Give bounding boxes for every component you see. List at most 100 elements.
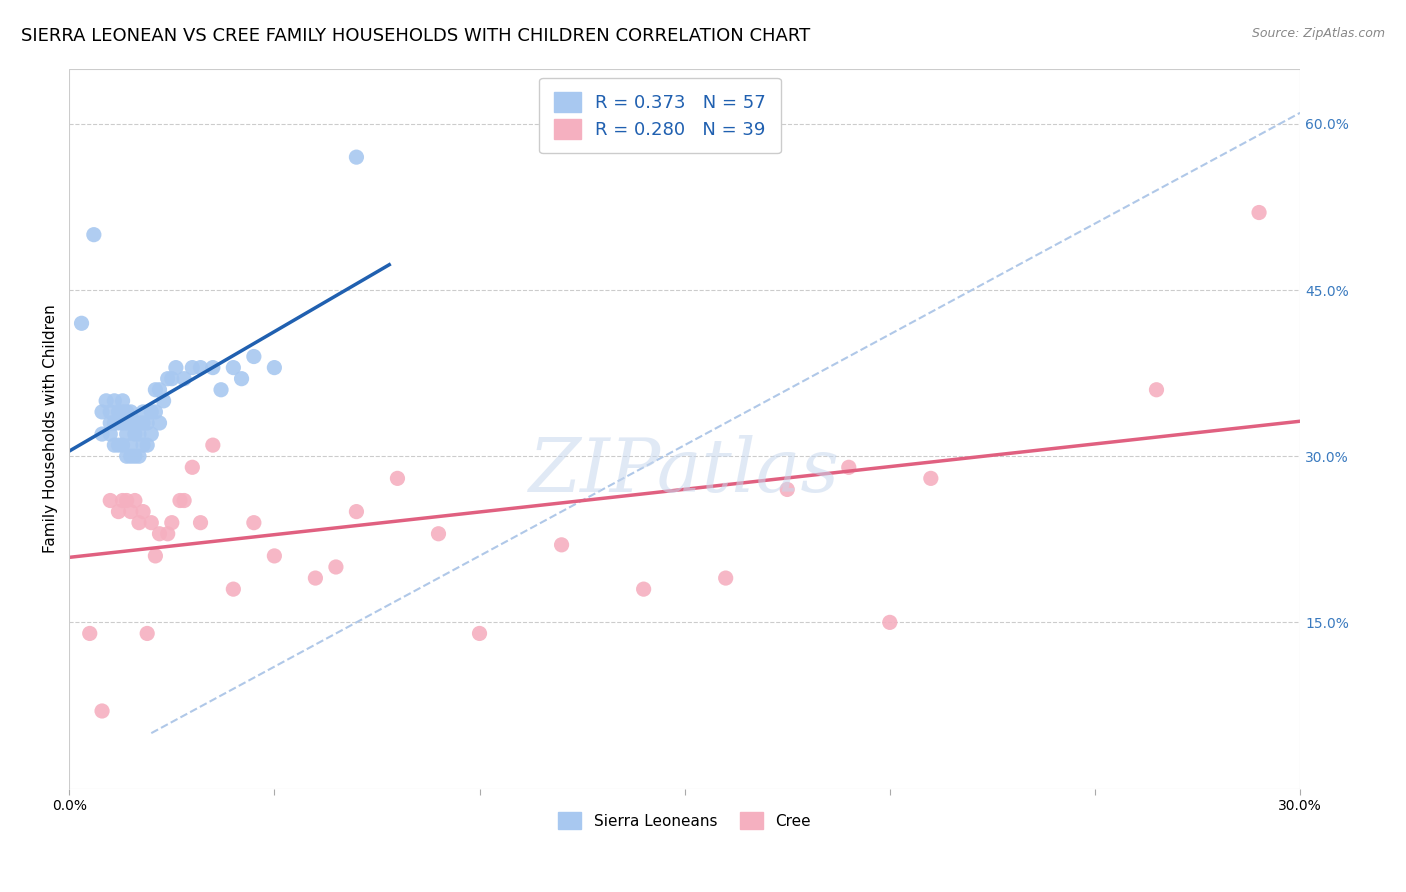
Point bbox=[145, 405, 167, 419]
Point bbox=[165, 360, 187, 375]
Point bbox=[96, 393, 118, 408]
Legend: Sierra Leoneans, Cree: Sierra Leoneans, Cree bbox=[553, 806, 817, 835]
Point bbox=[107, 405, 129, 419]
Point bbox=[222, 582, 245, 596]
Point bbox=[160, 516, 183, 530]
Point bbox=[111, 493, 134, 508]
Point bbox=[111, 393, 134, 408]
Point bbox=[222, 360, 245, 375]
Point bbox=[132, 416, 155, 430]
Point bbox=[128, 516, 150, 530]
Point bbox=[111, 405, 134, 419]
Point bbox=[136, 626, 159, 640]
Point bbox=[346, 150, 368, 164]
Point bbox=[124, 493, 146, 508]
Point bbox=[98, 493, 121, 508]
Point bbox=[103, 393, 125, 408]
Point bbox=[132, 405, 155, 419]
Point bbox=[156, 372, 179, 386]
Point bbox=[70, 316, 93, 330]
Point bbox=[387, 471, 409, 485]
Point bbox=[120, 438, 142, 452]
Point bbox=[325, 560, 347, 574]
Point bbox=[633, 582, 655, 596]
Point bbox=[468, 626, 491, 640]
Point bbox=[346, 505, 368, 519]
Point bbox=[141, 427, 163, 442]
Point bbox=[190, 516, 212, 530]
Point bbox=[920, 471, 942, 485]
Point bbox=[115, 427, 138, 442]
Point bbox=[714, 571, 737, 585]
Point bbox=[128, 449, 150, 463]
Point bbox=[145, 549, 167, 563]
Point bbox=[120, 416, 142, 430]
Point bbox=[124, 427, 146, 442]
Text: ZIPatlas: ZIPatlas bbox=[529, 435, 841, 508]
Point bbox=[124, 416, 146, 430]
Point bbox=[115, 449, 138, 463]
Point bbox=[120, 405, 142, 419]
Point bbox=[550, 538, 572, 552]
Point bbox=[427, 526, 450, 541]
Point bbox=[107, 505, 129, 519]
Point bbox=[98, 405, 121, 419]
Point bbox=[132, 438, 155, 452]
Point bbox=[776, 483, 799, 497]
Point bbox=[145, 383, 167, 397]
Point bbox=[111, 416, 134, 430]
Point bbox=[181, 360, 204, 375]
Point bbox=[132, 505, 155, 519]
Point bbox=[141, 516, 163, 530]
Point bbox=[115, 493, 138, 508]
Text: SIERRA LEONEAN VS CREE FAMILY HOUSEHOLDS WITH CHILDREN CORRELATION CHART: SIERRA LEONEAN VS CREE FAMILY HOUSEHOLDS… bbox=[21, 27, 810, 45]
Point bbox=[103, 416, 125, 430]
Point bbox=[169, 493, 191, 508]
Point bbox=[79, 626, 101, 640]
Point bbox=[263, 549, 285, 563]
Point bbox=[128, 427, 150, 442]
Point bbox=[98, 427, 121, 442]
Point bbox=[181, 460, 204, 475]
Point bbox=[103, 438, 125, 452]
Point bbox=[107, 438, 129, 452]
Point bbox=[148, 383, 170, 397]
Point bbox=[173, 493, 195, 508]
Point bbox=[156, 526, 179, 541]
Point bbox=[304, 571, 326, 585]
Point bbox=[173, 372, 195, 386]
Point bbox=[231, 372, 253, 386]
Point bbox=[98, 416, 121, 430]
Point bbox=[838, 460, 860, 475]
Text: Source: ZipAtlas.com: Source: ZipAtlas.com bbox=[1251, 27, 1385, 40]
Point bbox=[209, 383, 232, 397]
Point bbox=[128, 416, 150, 430]
Point bbox=[124, 449, 146, 463]
Point bbox=[190, 360, 212, 375]
Point bbox=[148, 526, 170, 541]
Point bbox=[1247, 205, 1270, 219]
Point bbox=[201, 360, 224, 375]
Point bbox=[120, 505, 142, 519]
Point bbox=[1146, 383, 1168, 397]
Point bbox=[243, 516, 266, 530]
Point bbox=[141, 405, 163, 419]
Point bbox=[201, 438, 224, 452]
Point bbox=[243, 350, 266, 364]
Point bbox=[136, 416, 159, 430]
Point bbox=[879, 615, 901, 630]
Point bbox=[136, 438, 159, 452]
Y-axis label: Family Households with Children: Family Households with Children bbox=[44, 304, 58, 553]
Point bbox=[148, 416, 170, 430]
Point bbox=[160, 372, 183, 386]
Point bbox=[91, 405, 114, 419]
Point bbox=[152, 393, 174, 408]
Point bbox=[107, 416, 129, 430]
Point bbox=[91, 427, 114, 442]
Point bbox=[115, 405, 138, 419]
Point bbox=[111, 438, 134, 452]
Point bbox=[83, 227, 105, 242]
Point bbox=[120, 449, 142, 463]
Point bbox=[115, 416, 138, 430]
Point bbox=[263, 360, 285, 375]
